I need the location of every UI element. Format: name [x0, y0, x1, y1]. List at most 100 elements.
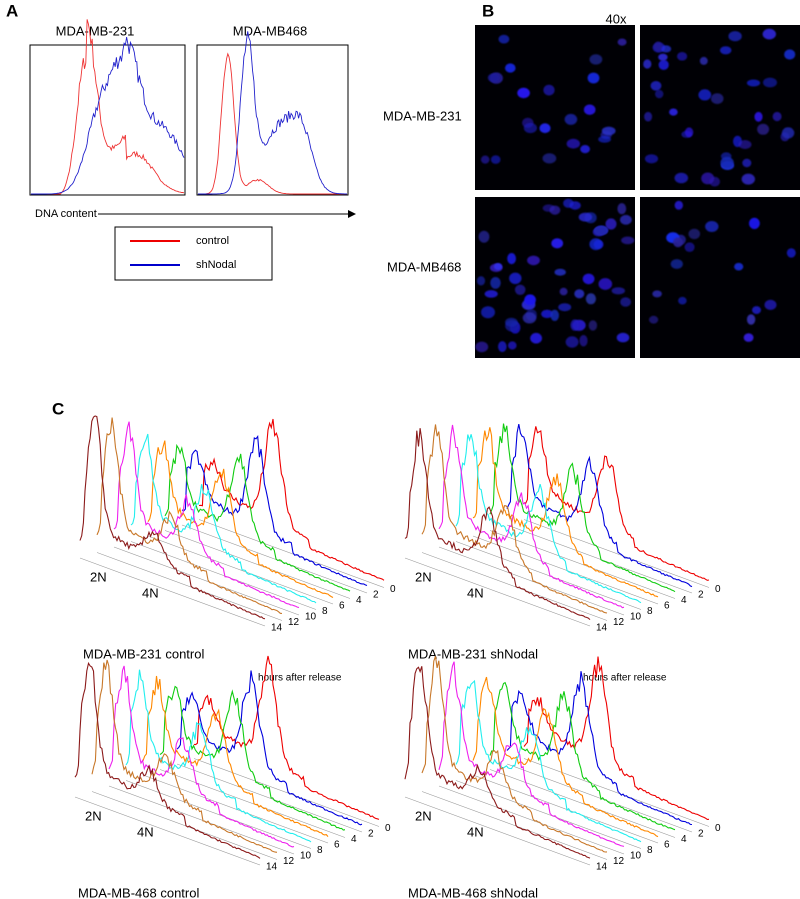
peak-label: 2N [415, 569, 432, 584]
hour-label: 10 [630, 612, 642, 623]
nucleus [698, 89, 712, 101]
nucleus [551, 238, 564, 249]
histogram-curve [74, 661, 261, 859]
nucleus [643, 59, 652, 69]
hour-label: 2 [698, 829, 704, 840]
hours-label: hours after release [258, 673, 342, 684]
axis-label: DNA content [35, 208, 97, 220]
hour-label: 0 [385, 823, 391, 834]
nucleus [498, 341, 507, 353]
nucleus [579, 335, 588, 347]
nucleus [649, 315, 659, 324]
nucleus [617, 203, 627, 215]
baseline [176, 763, 363, 833]
nucleus [543, 84, 555, 96]
histogram-curve [404, 666, 591, 859]
row-label: MDA-MB-231 [383, 108, 462, 123]
hour-label: 8 [647, 845, 653, 856]
nucleus [589, 238, 603, 251]
baseline [79, 557, 266, 627]
histogram-curve [489, 423, 676, 593]
nucleus [493, 263, 503, 270]
histogram-curve [523, 426, 710, 581]
micrograph [475, 25, 635, 190]
nucleus [710, 93, 724, 104]
nucleus [652, 290, 662, 298]
nucleus [786, 248, 796, 258]
nucleus [490, 155, 501, 164]
peak-label: 2N [415, 808, 432, 823]
nucleus [565, 336, 579, 348]
nucleus [558, 303, 572, 312]
baseline [404, 557, 591, 627]
nucleus [478, 230, 490, 243]
panel-label: C [52, 399, 64, 418]
hour-label: 4 [356, 595, 362, 606]
nucleus [650, 81, 662, 91]
baseline [130, 541, 317, 610]
nucleus [738, 140, 752, 149]
nucleus [563, 198, 574, 208]
nucleus [578, 212, 593, 222]
nucleus [720, 46, 732, 55]
nucleus [746, 314, 756, 325]
baseline [198, 519, 385, 588]
hour-label: 8 [647, 606, 653, 617]
histogram-curve [91, 659, 278, 853]
nucleus [514, 284, 526, 295]
nucleus [658, 59, 669, 70]
nucleus [582, 273, 595, 285]
histogram-curve [147, 440, 334, 598]
baseline [164, 530, 351, 599]
nucleus [585, 293, 597, 305]
legend [114, 226, 273, 281]
nucleus [542, 153, 557, 164]
legend-label: shNodal [196, 259, 236, 271]
nucleus [674, 172, 689, 184]
hour-label: 4 [681, 834, 687, 845]
nucleus [677, 52, 688, 61]
plot-title: MDA-MB-231 control [83, 646, 204, 661]
hour-label: 6 [664, 840, 670, 851]
nucleus [763, 77, 777, 88]
micrograph [640, 197, 800, 358]
nucleus [487, 73, 500, 83]
nucleus [784, 49, 796, 60]
nucleus [705, 221, 719, 232]
nucleus [734, 262, 744, 271]
nucleus [673, 237, 683, 248]
nucleus [699, 56, 708, 65]
nucleus [539, 123, 551, 134]
nucleus [728, 31, 742, 42]
nucleus [617, 38, 627, 46]
hour-label: 8 [317, 845, 323, 856]
nucleus [498, 34, 510, 44]
nucleus [601, 126, 616, 136]
hour-label: 14 [271, 623, 283, 634]
nucleus [490, 277, 501, 289]
nucleus [749, 217, 760, 230]
hour-label: 12 [613, 617, 625, 628]
nucleus [620, 214, 632, 225]
nucleus [621, 236, 635, 245]
nucleus [475, 341, 489, 353]
histogram-curve [125, 669, 312, 843]
nucleus [507, 253, 516, 265]
baseline [142, 774, 329, 844]
histogram-curve [198, 52, 347, 195]
nucleus [720, 156, 734, 169]
nucleus [752, 306, 761, 315]
nucleus [505, 317, 518, 327]
legend-label: control [196, 235, 229, 247]
histogram-curve [79, 415, 266, 620]
magnification: 40x [606, 11, 627, 26]
baseline [421, 552, 608, 621]
nucleus [598, 278, 613, 290]
hour-label: 4 [681, 595, 687, 606]
baseline [455, 780, 642, 849]
baseline [506, 763, 693, 833]
plot-title: MDA-MB-231 shNodal [408, 646, 538, 661]
hour-label: 6 [664, 601, 670, 612]
